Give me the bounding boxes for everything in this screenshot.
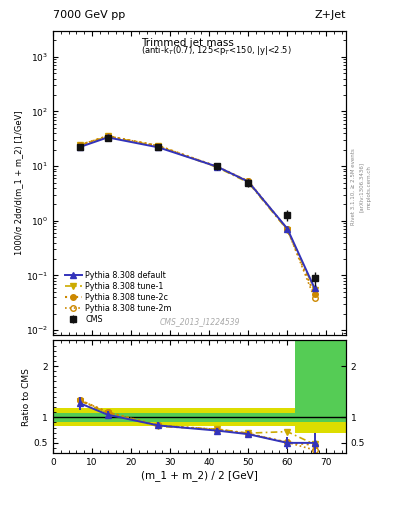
Pythia 8.308 tune-1 xyxy=(312,287,317,293)
Bar xyxy=(295,340,346,422)
Pythia 8.308 tune-1 xyxy=(246,180,251,186)
Pythia 8.308 tune-2c xyxy=(105,133,110,139)
Pythia 8.308 tune-2m xyxy=(156,143,161,149)
Pythia 8.308 tune-2m xyxy=(215,163,219,169)
Pythia 8.308 tune-2c xyxy=(215,163,219,169)
Line: Pythia 8.308 tune-2m: Pythia 8.308 tune-2m xyxy=(77,133,318,301)
Bar xyxy=(92,408,131,426)
Pythia 8.308 tune-1 xyxy=(105,133,110,139)
Y-axis label: 1000/σ 2dσ/d(m_1 + m_2) [1/GeV]: 1000/σ 2dσ/d(m_1 + m_2) [1/GeV] xyxy=(14,111,23,255)
X-axis label: (m_1 + m_2) / 2 [GeV]: (m_1 + m_2) / 2 [GeV] xyxy=(141,470,258,481)
Y-axis label: Ratio to CMS: Ratio to CMS xyxy=(22,368,31,426)
Text: (anti-k$_T$(0.7), 125<p$_T$<150, |y|<2.5): (anti-k$_T$(0.7), 125<p$_T$<150, |y|<2.5… xyxy=(141,45,292,57)
Text: CMS_2013_I1224539: CMS_2013_I1224539 xyxy=(159,317,240,326)
Pythia 8.308 default xyxy=(105,134,110,140)
Pythia 8.308 tune-1 xyxy=(285,227,290,233)
Pythia 8.308 default xyxy=(78,144,83,150)
Pythia 8.308 default xyxy=(156,144,161,151)
Pythia 8.308 default xyxy=(246,179,251,185)
Pythia 8.308 tune-2m xyxy=(78,142,83,148)
Text: Z+Jet: Z+Jet xyxy=(314,10,346,20)
Bar xyxy=(92,413,131,422)
Pythia 8.308 default xyxy=(312,285,317,291)
Text: mcplots.cern.ch: mcplots.cern.ch xyxy=(367,165,372,209)
Line: Pythia 8.308 default: Pythia 8.308 default xyxy=(77,135,318,291)
Pythia 8.308 tune-2c xyxy=(312,291,317,297)
Pythia 8.308 tune-2c xyxy=(285,226,290,232)
Pythia 8.308 tune-1 xyxy=(78,142,83,148)
Pythia 8.308 tune-1 xyxy=(156,143,161,150)
Legend: Pythia 8.308 default, Pythia 8.308 tune-1, Pythia 8.308 tune-2c, Pythia 8.308 tu: Pythia 8.308 default, Pythia 8.308 tune-… xyxy=(63,269,174,325)
Bar xyxy=(131,408,178,426)
Pythia 8.308 tune-1 xyxy=(215,164,219,170)
Line: Pythia 8.308 tune-2c: Pythia 8.308 tune-2c xyxy=(77,133,318,297)
Pythia 8.308 tune-2m xyxy=(312,295,317,302)
Pythia 8.308 tune-2c xyxy=(246,178,251,184)
Pythia 8.308 tune-2c xyxy=(156,143,161,149)
Bar xyxy=(229,413,295,422)
Pythia 8.308 tune-2m xyxy=(246,178,251,184)
Bar xyxy=(295,340,346,433)
Pythia 8.308 default xyxy=(285,225,290,231)
Pythia 8.308 tune-2m xyxy=(105,133,110,139)
Text: Rivet 3.1.10, ≥ 2.5M events: Rivet 3.1.10, ≥ 2.5M events xyxy=(351,148,356,225)
Bar xyxy=(131,413,178,422)
Text: [arXiv:1306.3436]: [arXiv:1306.3436] xyxy=(359,162,364,212)
Line: Pythia 8.308 tune-1: Pythia 8.308 tune-1 xyxy=(77,134,318,292)
Bar xyxy=(178,413,229,422)
Text: 7000 GeV pp: 7000 GeV pp xyxy=(53,10,125,20)
Bar xyxy=(229,408,295,426)
Pythia 8.308 tune-2m xyxy=(285,226,290,232)
Text: Trimmed jet mass: Trimmed jet mass xyxy=(141,38,234,48)
Bar xyxy=(53,413,92,422)
Bar xyxy=(178,408,229,426)
Pythia 8.308 default xyxy=(215,163,219,169)
Bar xyxy=(53,408,92,426)
Pythia 8.308 tune-2c xyxy=(78,142,83,148)
